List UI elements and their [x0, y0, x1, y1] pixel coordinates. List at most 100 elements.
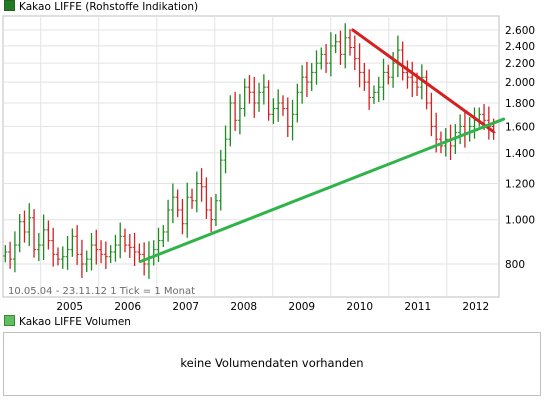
ohlc-bar	[400, 41, 405, 81]
ohlc-bar	[376, 76, 381, 103]
ohlc-bar	[89, 233, 94, 271]
ohlc-bar	[309, 62, 314, 91]
ohlc-bar	[257, 82, 262, 112]
ohlc-bar	[300, 65, 305, 104]
ohlc-bar	[84, 250, 89, 273]
ohlc-bar	[190, 188, 195, 209]
ohlc-bar	[36, 233, 41, 262]
ohlc-bar	[261, 74, 266, 105]
y-tick-label: 2.000	[505, 77, 535, 89]
ohlc-bar	[185, 182, 190, 238]
ohlc-bar	[223, 125, 228, 174]
ohlc-bar	[108, 245, 113, 264]
ohlc-bar	[424, 70, 429, 110]
ohlc-bar	[304, 61, 309, 98]
ohlc-bar	[79, 239, 84, 279]
range-note: 10.05.04 - 23.11.12 1 Tick = 1 Monat	[8, 286, 195, 297]
ohlc-bar	[314, 50, 319, 85]
ohlc-bar	[75, 225, 80, 265]
ohlc-bar	[333, 34, 338, 54]
ohlc-bar	[113, 234, 118, 262]
ohlc-bar	[103, 241, 108, 270]
ohlc-bar	[348, 29, 353, 56]
ohlc-bar	[486, 106, 491, 140]
ohlc-bar	[22, 210, 27, 243]
ohlc-bar	[12, 231, 17, 273]
ohlc-bar	[32, 209, 37, 258]
ohlc-bar	[127, 233, 132, 258]
ohlc-bar	[175, 189, 180, 218]
ohlc-bar	[280, 95, 285, 116]
ohlc-bar	[458, 114, 463, 145]
x-tick-label: 2010	[346, 301, 373, 313]
ohlc-bar	[65, 235, 70, 270]
ohlc-bar	[94, 229, 99, 265]
ohlc-bar	[295, 83, 300, 123]
ohlc-bar	[199, 168, 204, 202]
ohlc-bar	[41, 214, 46, 261]
ohlc-bar	[343, 23, 348, 69]
price-legend-swatch	[4, 0, 15, 11]
ohlc-bar	[161, 225, 166, 247]
ohlc-bar	[204, 177, 209, 219]
ohlc-bar	[276, 89, 281, 122]
ohlc-bar	[242, 78, 247, 117]
volume-legend-label: Kakao LIFFE Volumen	[19, 316, 131, 328]
price-legend: Kakao LIFFE (Rohstoffe Indikation)	[4, 0, 198, 14]
ohlc-bar	[209, 197, 214, 233]
ohlc-bar	[252, 76, 257, 118]
price-legend-label: Kakao LIFFE (Rohstoffe Indikation)	[19, 1, 199, 13]
x-tick-label: 2007	[172, 301, 199, 313]
y-tick-label: 2.600	[505, 25, 535, 37]
support-trendline	[138, 117, 506, 264]
ohlc-bar	[170, 183, 175, 224]
ohlc-bar	[285, 97, 290, 137]
ohlc-bar	[352, 35, 357, 71]
ohlc-bar	[166, 199, 171, 242]
ohlc-bar	[357, 43, 362, 88]
ohlc-bar	[338, 30, 343, 65]
ohlc-bar	[27, 203, 32, 247]
y-tick-label: 1.400	[505, 148, 535, 160]
ohlc-bar	[137, 243, 142, 263]
ohlc-bar	[290, 99, 295, 141]
ohlc-bar	[180, 198, 185, 235]
y-tick-label: 1.200	[505, 179, 535, 191]
ohlc-bar	[237, 94, 242, 135]
ohlc-bar	[156, 227, 161, 262]
y-tick-label: 1.000	[505, 215, 535, 227]
ohlc-bar	[118, 222, 123, 259]
ohlc-bar	[46, 220, 51, 250]
x-tick-label: 2005	[56, 301, 83, 313]
ohlc-bar	[367, 69, 372, 110]
volume-panel: keine Volumendaten vorhanden	[3, 332, 541, 396]
ohlc-bar	[362, 62, 367, 91]
ohlc-bar	[218, 149, 223, 211]
ohlc-bar	[55, 247, 60, 266]
ohlc-bar	[328, 32, 333, 77]
ohlc-bar	[3, 245, 8, 263]
ohlc-bar	[123, 228, 128, 253]
ohlc-bar	[247, 75, 252, 104]
x-tick-label: 2006	[114, 301, 141, 313]
ohlc-bar	[132, 232, 137, 267]
y-tick-label: 800	[505, 259, 525, 271]
ohlc-bar	[228, 95, 233, 147]
ohlc-bar	[70, 228, 75, 257]
ohlc-bar	[319, 47, 324, 70]
volume-legend: Kakao LIFFE Volumen	[4, 315, 131, 329]
ohlc-bar	[194, 171, 199, 213]
ohlc-bar	[371, 85, 376, 104]
price-chart: 800 1.000 1.200 1.400 1.600 1.800 2.000 2.200 2.…	[2, 15, 535, 313]
x-tick-label: 2012	[462, 301, 489, 313]
ohlc-bar	[419, 64, 424, 100]
y-tick-label: 2.400	[505, 41, 535, 53]
ohlc-bar	[8, 241, 13, 269]
y-tick-label: 1.600	[505, 121, 535, 133]
y-tick-label: 2.200	[505, 58, 535, 70]
x-tick-label: 2009	[288, 301, 315, 313]
ohlc-bar	[381, 58, 386, 101]
y-tick-label: 1.800	[505, 98, 535, 110]
ohlc-bar	[410, 61, 415, 98]
ohlc-bar	[405, 60, 410, 89]
